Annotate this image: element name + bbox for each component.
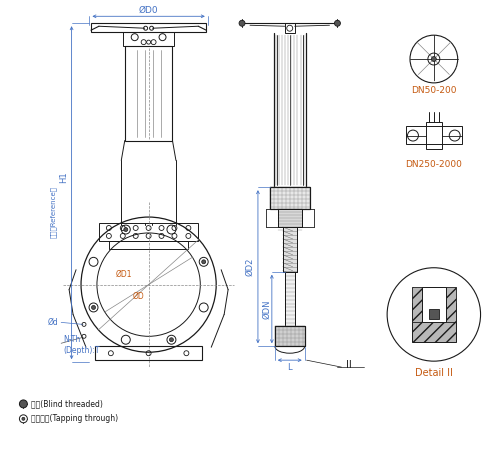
Text: ØD1: ØD1 bbox=[115, 270, 132, 279]
Text: (Depth):T: (Depth):T bbox=[63, 346, 99, 355]
Text: DN250-2000: DN250-2000 bbox=[405, 160, 462, 169]
Text: DN50-200: DN50-200 bbox=[411, 86, 456, 95]
Text: II: II bbox=[346, 360, 352, 370]
Bar bbox=[270, 187, 309, 209]
Bar bbox=[109, 241, 189, 249]
Bar bbox=[285, 23, 295, 33]
Bar bbox=[446, 287, 456, 322]
Bar bbox=[275, 327, 304, 346]
Bar bbox=[426, 122, 442, 149]
Bar bbox=[123, 32, 174, 46]
Text: 对穿通孔(Tapping through): 对穿通孔(Tapping through) bbox=[31, 414, 118, 423]
Circle shape bbox=[202, 260, 206, 264]
Text: H1: H1 bbox=[59, 171, 68, 183]
Circle shape bbox=[239, 20, 245, 26]
Bar bbox=[92, 23, 206, 32]
Bar bbox=[426, 287, 442, 304]
Text: ØD2: ØD2 bbox=[246, 258, 254, 276]
Text: ØD: ØD bbox=[133, 292, 145, 301]
Bar bbox=[278, 209, 301, 227]
Circle shape bbox=[19, 400, 27, 408]
Bar bbox=[429, 309, 439, 319]
Bar bbox=[278, 209, 301, 227]
Bar bbox=[406, 126, 462, 143]
Circle shape bbox=[22, 417, 25, 420]
Bar bbox=[283, 227, 297, 272]
Text: 盲孔(Blind threaded): 盲孔(Blind threaded) bbox=[31, 400, 103, 409]
Text: Detail II: Detail II bbox=[415, 368, 453, 378]
Bar bbox=[275, 327, 304, 346]
Text: ØDN: ØDN bbox=[262, 299, 271, 319]
Circle shape bbox=[92, 305, 96, 309]
Circle shape bbox=[124, 228, 128, 231]
Bar bbox=[285, 272, 295, 327]
Bar bbox=[412, 287, 422, 322]
Circle shape bbox=[431, 56, 436, 61]
Bar bbox=[285, 272, 295, 327]
Text: N-Th: N-Th bbox=[63, 335, 80, 344]
Text: L: L bbox=[288, 363, 292, 372]
Bar bbox=[125, 46, 172, 141]
Text: Ød: Ød bbox=[48, 318, 58, 327]
Bar bbox=[283, 227, 297, 272]
Bar bbox=[95, 346, 202, 360]
Circle shape bbox=[19, 415, 27, 423]
Bar bbox=[412, 303, 456, 342]
Text: ØD0: ØD0 bbox=[139, 6, 158, 15]
Circle shape bbox=[335, 20, 341, 26]
Bar bbox=[270, 187, 309, 209]
Bar bbox=[99, 223, 198, 241]
Text: 参考（Reference）: 参考（Reference） bbox=[50, 185, 57, 238]
Bar bbox=[422, 287, 446, 322]
Circle shape bbox=[169, 338, 173, 342]
